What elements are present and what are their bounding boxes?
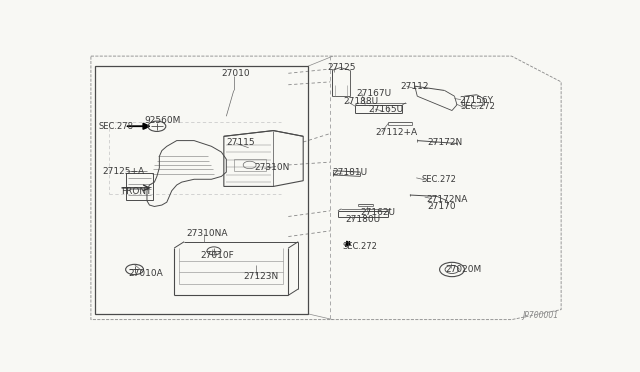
- Text: SEC.272: SEC.272: [461, 102, 496, 111]
- Text: 27165U: 27165U: [369, 105, 404, 113]
- Text: 27020M: 27020M: [445, 265, 481, 274]
- Text: 27310NA: 27310NA: [187, 229, 228, 238]
- Text: 27156Y: 27156Y: [460, 96, 493, 105]
- Text: 27181U: 27181U: [332, 168, 367, 177]
- Text: 27170: 27170: [428, 202, 456, 211]
- Text: SEC.272: SEC.272: [421, 175, 456, 185]
- Text: 27112+A: 27112+A: [375, 128, 417, 137]
- Text: 92560M: 92560M: [145, 116, 181, 125]
- Text: 27010: 27010: [221, 69, 250, 78]
- Text: 27125: 27125: [327, 63, 355, 72]
- Text: JP700001: JP700001: [522, 311, 559, 320]
- Text: FRONT: FRONT: [121, 187, 151, 196]
- Text: SEC.278: SEC.278: [99, 122, 133, 131]
- Text: 27167U: 27167U: [356, 89, 392, 99]
- Text: 27172NA: 27172NA: [426, 195, 468, 204]
- Text: 27162U: 27162U: [360, 208, 396, 217]
- Text: 27010A: 27010A: [129, 269, 163, 278]
- Text: 27010F: 27010F: [200, 251, 234, 260]
- Text: 27112: 27112: [400, 82, 428, 91]
- Text: 27123N: 27123N: [244, 272, 279, 281]
- Text: 27310N: 27310N: [255, 163, 290, 172]
- Text: 27188U: 27188U: [343, 97, 378, 106]
- Text: 27180U: 27180U: [346, 215, 381, 224]
- Text: 27125+A: 27125+A: [102, 167, 145, 176]
- Bar: [126, 173, 153, 200]
- Text: 27115: 27115: [227, 138, 255, 147]
- Text: SEC.272: SEC.272: [343, 242, 378, 251]
- Text: 27172N: 27172N: [428, 138, 463, 147]
